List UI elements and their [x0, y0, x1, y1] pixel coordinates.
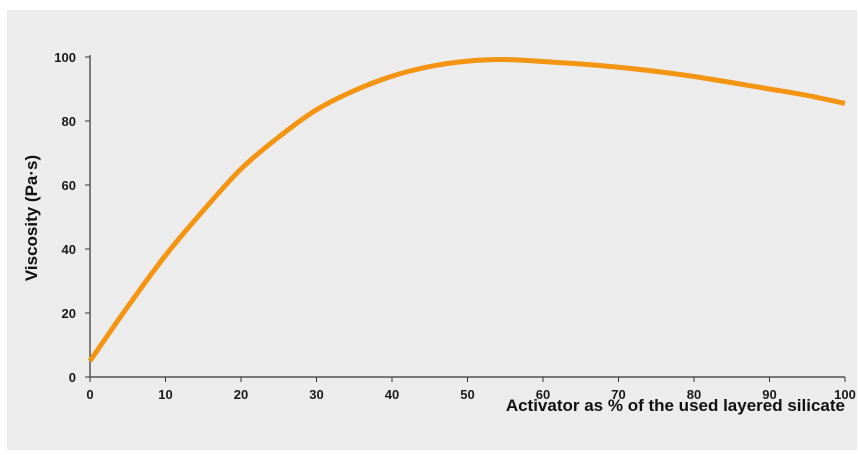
series-layer — [87, 57, 846, 363]
y-tick-label: 40 — [62, 242, 76, 257]
x-tick-label: 20 — [234, 387, 248, 402]
x-tick-label: 80 — [687, 387, 701, 402]
x-tick-label: 30 — [309, 387, 323, 402]
viscosity-series-line — [87, 57, 846, 363]
y-tick-label: 60 — [62, 178, 76, 193]
x-tick-label: 0 — [86, 387, 93, 402]
y-tick-label: 80 — [62, 114, 76, 129]
y-axis-ticks: 0 20 40 60 80 100 — [54, 50, 90, 385]
x-axis-title: Activator as % of the used layered silic… — [506, 396, 845, 415]
x-axis-ticks: 0 10 20 30 40 50 60 70 80 90 100 — [86, 377, 856, 402]
x-tick-label: 60 — [536, 387, 550, 402]
x-tick-label: 40 — [385, 387, 399, 402]
y-tick-label: 0 — [69, 370, 76, 385]
x-tick-label: 90 — [762, 387, 776, 402]
y-tick-label: 100 — [54, 50, 76, 65]
y-tick-label: 20 — [62, 306, 76, 321]
x-tick-label: 100 — [834, 387, 856, 402]
x-tick-label: 70 — [611, 387, 625, 402]
x-tick-label: 10 — [158, 387, 172, 402]
y-axis-title: Viscosity (Pa·s) — [22, 155, 41, 281]
x-tick-label: 50 — [460, 387, 474, 402]
axes — [89, 55, 845, 378]
